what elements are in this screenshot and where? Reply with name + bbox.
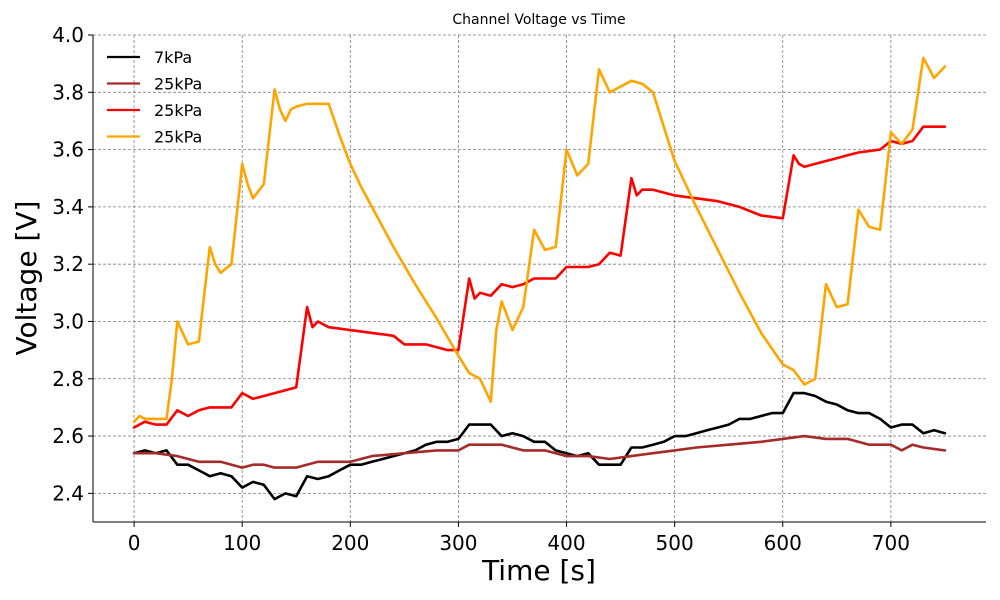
x-axis-label: Time [s] bbox=[481, 554, 596, 587]
legend: 7kPa 25kPa 25kPa 25kPa bbox=[107, 48, 202, 147]
x-tick-label: 0 bbox=[128, 531, 141, 555]
y-tick-label: 3.2 bbox=[52, 252, 84, 276]
y-axis-label: Voltage [V] bbox=[10, 201, 43, 356]
y-tick-label: 3.4 bbox=[52, 195, 84, 219]
y-tick-label: 3.6 bbox=[52, 138, 84, 162]
series-lines bbox=[132, 56, 947, 501]
series-line-4 bbox=[132, 56, 947, 424]
x-tick-label: 100 bbox=[223, 531, 261, 555]
grid bbox=[93, 34, 986, 522]
y-tick-label: 2.8 bbox=[52, 367, 84, 391]
legend-label: 25kPa bbox=[154, 75, 202, 94]
x-tick-label: 200 bbox=[331, 531, 369, 555]
chart-title: Channel Voltage vs Time bbox=[452, 12, 625, 28]
y-tick-label: 2.4 bbox=[52, 481, 84, 505]
x-tick-label: 500 bbox=[656, 531, 694, 555]
y-tick-label: 2.6 bbox=[52, 424, 84, 448]
series-line-3 bbox=[132, 125, 947, 429]
x-tick-label: 600 bbox=[764, 531, 802, 555]
legend-label: 7kPa bbox=[154, 48, 192, 67]
y-tick-label: 3.8 bbox=[52, 80, 84, 104]
x-tick-label: 700 bbox=[872, 531, 910, 555]
x-tick-label: 300 bbox=[439, 531, 477, 555]
y-tick-label: 3.0 bbox=[52, 309, 84, 333]
x-tick-label: 400 bbox=[547, 531, 585, 555]
y-tick-label: 4.0 bbox=[52, 23, 84, 47]
legend-label: 25kPa bbox=[154, 101, 202, 120]
series-line-1 bbox=[132, 391, 947, 501]
legend-label: 25kPa bbox=[154, 128, 202, 147]
ticks: 0 100 200 300 400 500 600 700 2.4 2.6 2.8 3.0 3.2 3.4… bbox=[52, 23, 910, 555]
series-line-2 bbox=[132, 434, 947, 469]
